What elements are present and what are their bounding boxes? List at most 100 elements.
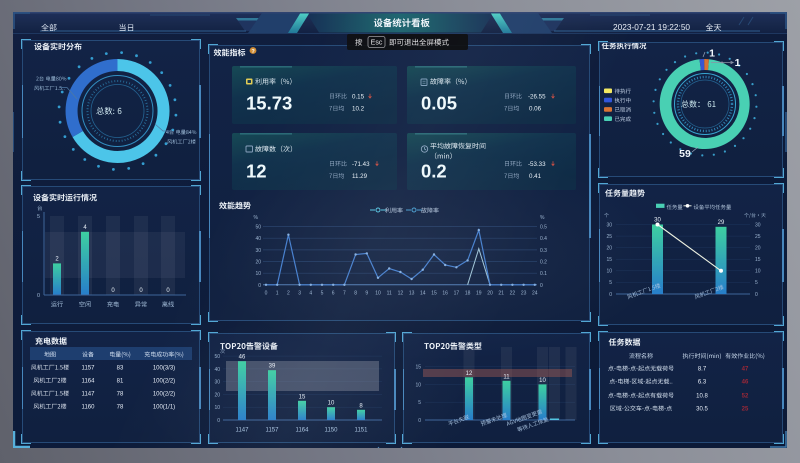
svg-text:1164: 1164: [82, 379, 96, 385]
svg-text:5: 5: [37, 214, 40, 220]
svg-text:12: 12: [466, 371, 473, 377]
svg-text:4: 4: [83, 225, 87, 231]
svg-text:2023-07-21 19:22:50: 2023-07-21 19:22:50: [613, 22, 690, 32]
svg-text:?: ?: [251, 49, 255, 55]
svg-text:0: 0: [258, 283, 261, 289]
svg-text:0: 0: [166, 288, 170, 294]
svg-text:21: 21: [498, 291, 504, 297]
svg-text:-53.33: -53.33: [528, 161, 546, 168]
svg-text:10: 10: [539, 378, 546, 384]
svg-text:40: 40: [214, 367, 220, 373]
svg-text:0: 0: [418, 418, 421, 424]
svg-text:5: 5: [418, 400, 421, 406]
svg-text:1151: 1151: [355, 428, 369, 434]
svg-text:59: 59: [679, 148, 691, 160]
svg-text:0.06: 0.06: [529, 106, 542, 113]
svg-text:13: 13: [409, 291, 415, 297]
svg-text:10: 10: [375, 291, 381, 297]
svg-text:30: 30: [214, 380, 220, 386]
svg-text:%: %: [254, 215, 259, 221]
svg-text:15: 15: [431, 291, 437, 297]
svg-text:Esc: Esc: [371, 40, 383, 47]
svg-text:11: 11: [503, 374, 510, 380]
svg-text:5: 5: [321, 291, 324, 297]
svg-text:0.05: 0.05: [421, 93, 457, 114]
svg-text:15: 15: [415, 365, 421, 371]
svg-text:46: 46: [239, 355, 246, 361]
svg-text:46: 46: [742, 380, 749, 386]
svg-text:30: 30: [654, 218, 661, 224]
svg-text:-26.55: -26.55: [528, 93, 546, 100]
svg-text:0.41: 0.41: [529, 173, 542, 180]
svg-text:11.29: 11.29: [352, 173, 368, 180]
svg-text:0: 0: [37, 293, 40, 299]
svg-text:11: 11: [387, 291, 392, 297]
svg-text:10: 10: [606, 269, 612, 275]
svg-text:-71.43: -71.43: [352, 161, 370, 168]
svg-text:8: 8: [359, 403, 363, 409]
svg-text:10: 10: [214, 405, 220, 411]
svg-text:14: 14: [420, 291, 426, 297]
svg-text:100(3/3): 100(3/3): [153, 366, 175, 372]
svg-text:30.5: 30.5: [696, 407, 708, 413]
svg-text:20: 20: [214, 392, 220, 398]
svg-text:5: 5: [755, 280, 758, 286]
svg-text:25: 25: [742, 407, 749, 413]
svg-text:0: 0: [755, 292, 758, 298]
svg-text:0: 0: [139, 288, 143, 294]
svg-text:3: 3: [298, 291, 301, 297]
svg-text:78: 78: [117, 405, 124, 411]
svg-text:0: 0: [609, 292, 612, 298]
svg-text:50: 50: [255, 225, 261, 231]
svg-text:0.2: 0.2: [540, 260, 547, 266]
svg-text:1: 1: [276, 291, 279, 297]
svg-text:0.4: 0.4: [540, 236, 547, 242]
svg-text:2: 2: [55, 256, 59, 262]
svg-text:100(1/1): 100(1/1): [153, 405, 175, 411]
svg-text:23: 23: [521, 291, 527, 297]
svg-text:0: 0: [111, 288, 115, 294]
svg-text:81: 81: [117, 379, 124, 385]
svg-text:12: 12: [398, 291, 404, 297]
svg-text:7: 7: [343, 291, 346, 297]
svg-text:0: 0: [217, 418, 220, 424]
svg-text:8: 8: [354, 291, 357, 297]
svg-text:25: 25: [755, 234, 761, 240]
svg-text:18: 18: [465, 291, 471, 297]
svg-text:78: 78: [117, 392, 124, 398]
svg-text:24: 24: [532, 291, 538, 297]
svg-text:15.73: 15.73: [246, 93, 292, 114]
svg-text:30: 30: [606, 222, 612, 228]
svg-text:30: 30: [755, 222, 761, 228]
svg-text:22: 22: [510, 291, 516, 297]
svg-text:0.5: 0.5: [540, 225, 547, 231]
svg-text:9: 9: [365, 291, 368, 297]
svg-text:20: 20: [606, 246, 612, 252]
svg-text:39: 39: [269, 364, 276, 370]
svg-text:4: 4: [309, 291, 312, 297]
svg-text:1157: 1157: [82, 366, 96, 372]
svg-text:10: 10: [755, 269, 761, 275]
svg-text:20: 20: [255, 260, 261, 266]
svg-text:%: %: [540, 215, 545, 221]
svg-text:6.3: 6.3: [698, 380, 707, 386]
svg-text:1157: 1157: [266, 428, 280, 434]
svg-text:0.1: 0.1: [540, 271, 547, 277]
svg-text:0.15: 0.15: [352, 93, 365, 100]
svg-text:1150: 1150: [325, 428, 339, 434]
svg-text:0: 0: [540, 283, 543, 289]
svg-text:0.2: 0.2: [421, 161, 447, 182]
svg-text:17: 17: [454, 291, 460, 297]
svg-text:100(2/2): 100(2/2): [153, 392, 175, 398]
svg-text:6: 6: [332, 291, 335, 297]
svg-text:10.8: 10.8: [696, 394, 708, 400]
svg-text:1164: 1164: [296, 428, 310, 434]
svg-text:20: 20: [755, 246, 761, 252]
svg-text:1: 1: [735, 57, 741, 69]
svg-text:10: 10: [328, 401, 335, 407]
svg-text:0.3: 0.3: [540, 248, 547, 254]
svg-text:5: 5: [609, 280, 612, 286]
svg-text:50: 50: [214, 354, 220, 360]
svg-text:100(2/2): 100(2/2): [153, 379, 175, 385]
svg-text:15: 15: [299, 394, 306, 400]
